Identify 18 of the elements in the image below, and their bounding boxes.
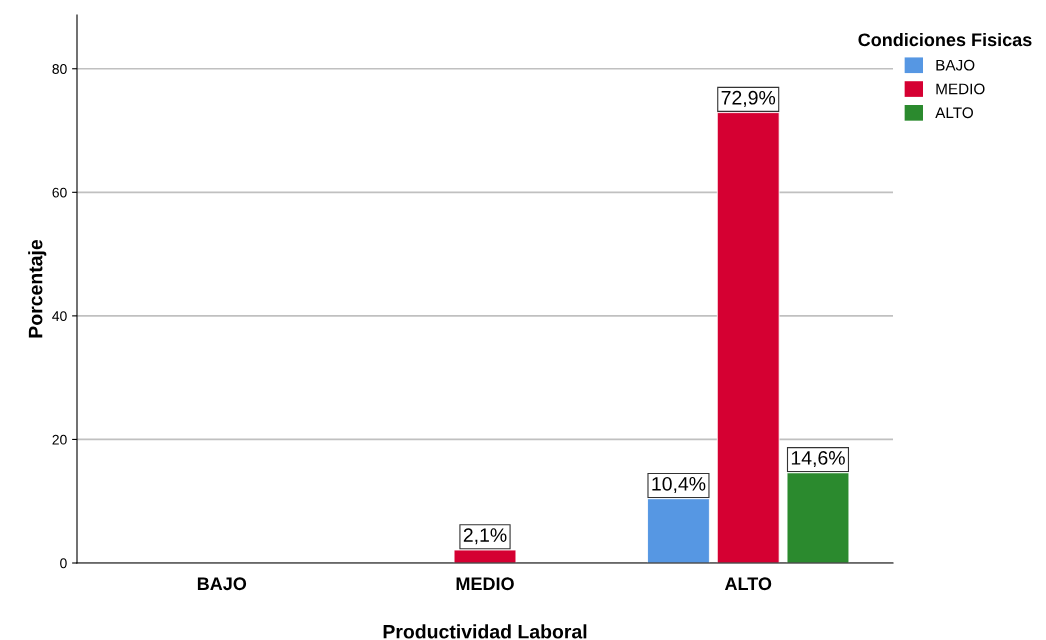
y-axis-title: Porcentaje bbox=[28, 239, 47, 338]
legend-title: Condiciones Fisicas bbox=[858, 32, 1032, 47]
legend-label: ALTO bbox=[935, 107, 973, 119]
legend-label: MEDIO bbox=[936, 83, 985, 95]
x-tick-label: ALTO bbox=[724, 577, 772, 591]
y-tick-label: 20 bbox=[52, 434, 67, 445]
y-tick-label: 80 bbox=[52, 64, 67, 74]
x-tick-label: MEDIO bbox=[456, 577, 514, 591]
data-label: 2,1% bbox=[463, 528, 507, 545]
y-tick-label: 40 bbox=[52, 311, 67, 322]
data-label: 14,6% bbox=[791, 451, 845, 468]
x-axis-title: Productividad Laboral bbox=[383, 624, 587, 639]
y-tick-label: 0 bbox=[60, 558, 67, 569]
data-label: 10,4% bbox=[652, 476, 706, 494]
legend-label: BAJO bbox=[936, 59, 975, 71]
y-tick-label: 60 bbox=[52, 187, 67, 198]
data-label: 72,9% bbox=[721, 90, 776, 107]
x-tick-label: BAJO bbox=[197, 577, 247, 591]
